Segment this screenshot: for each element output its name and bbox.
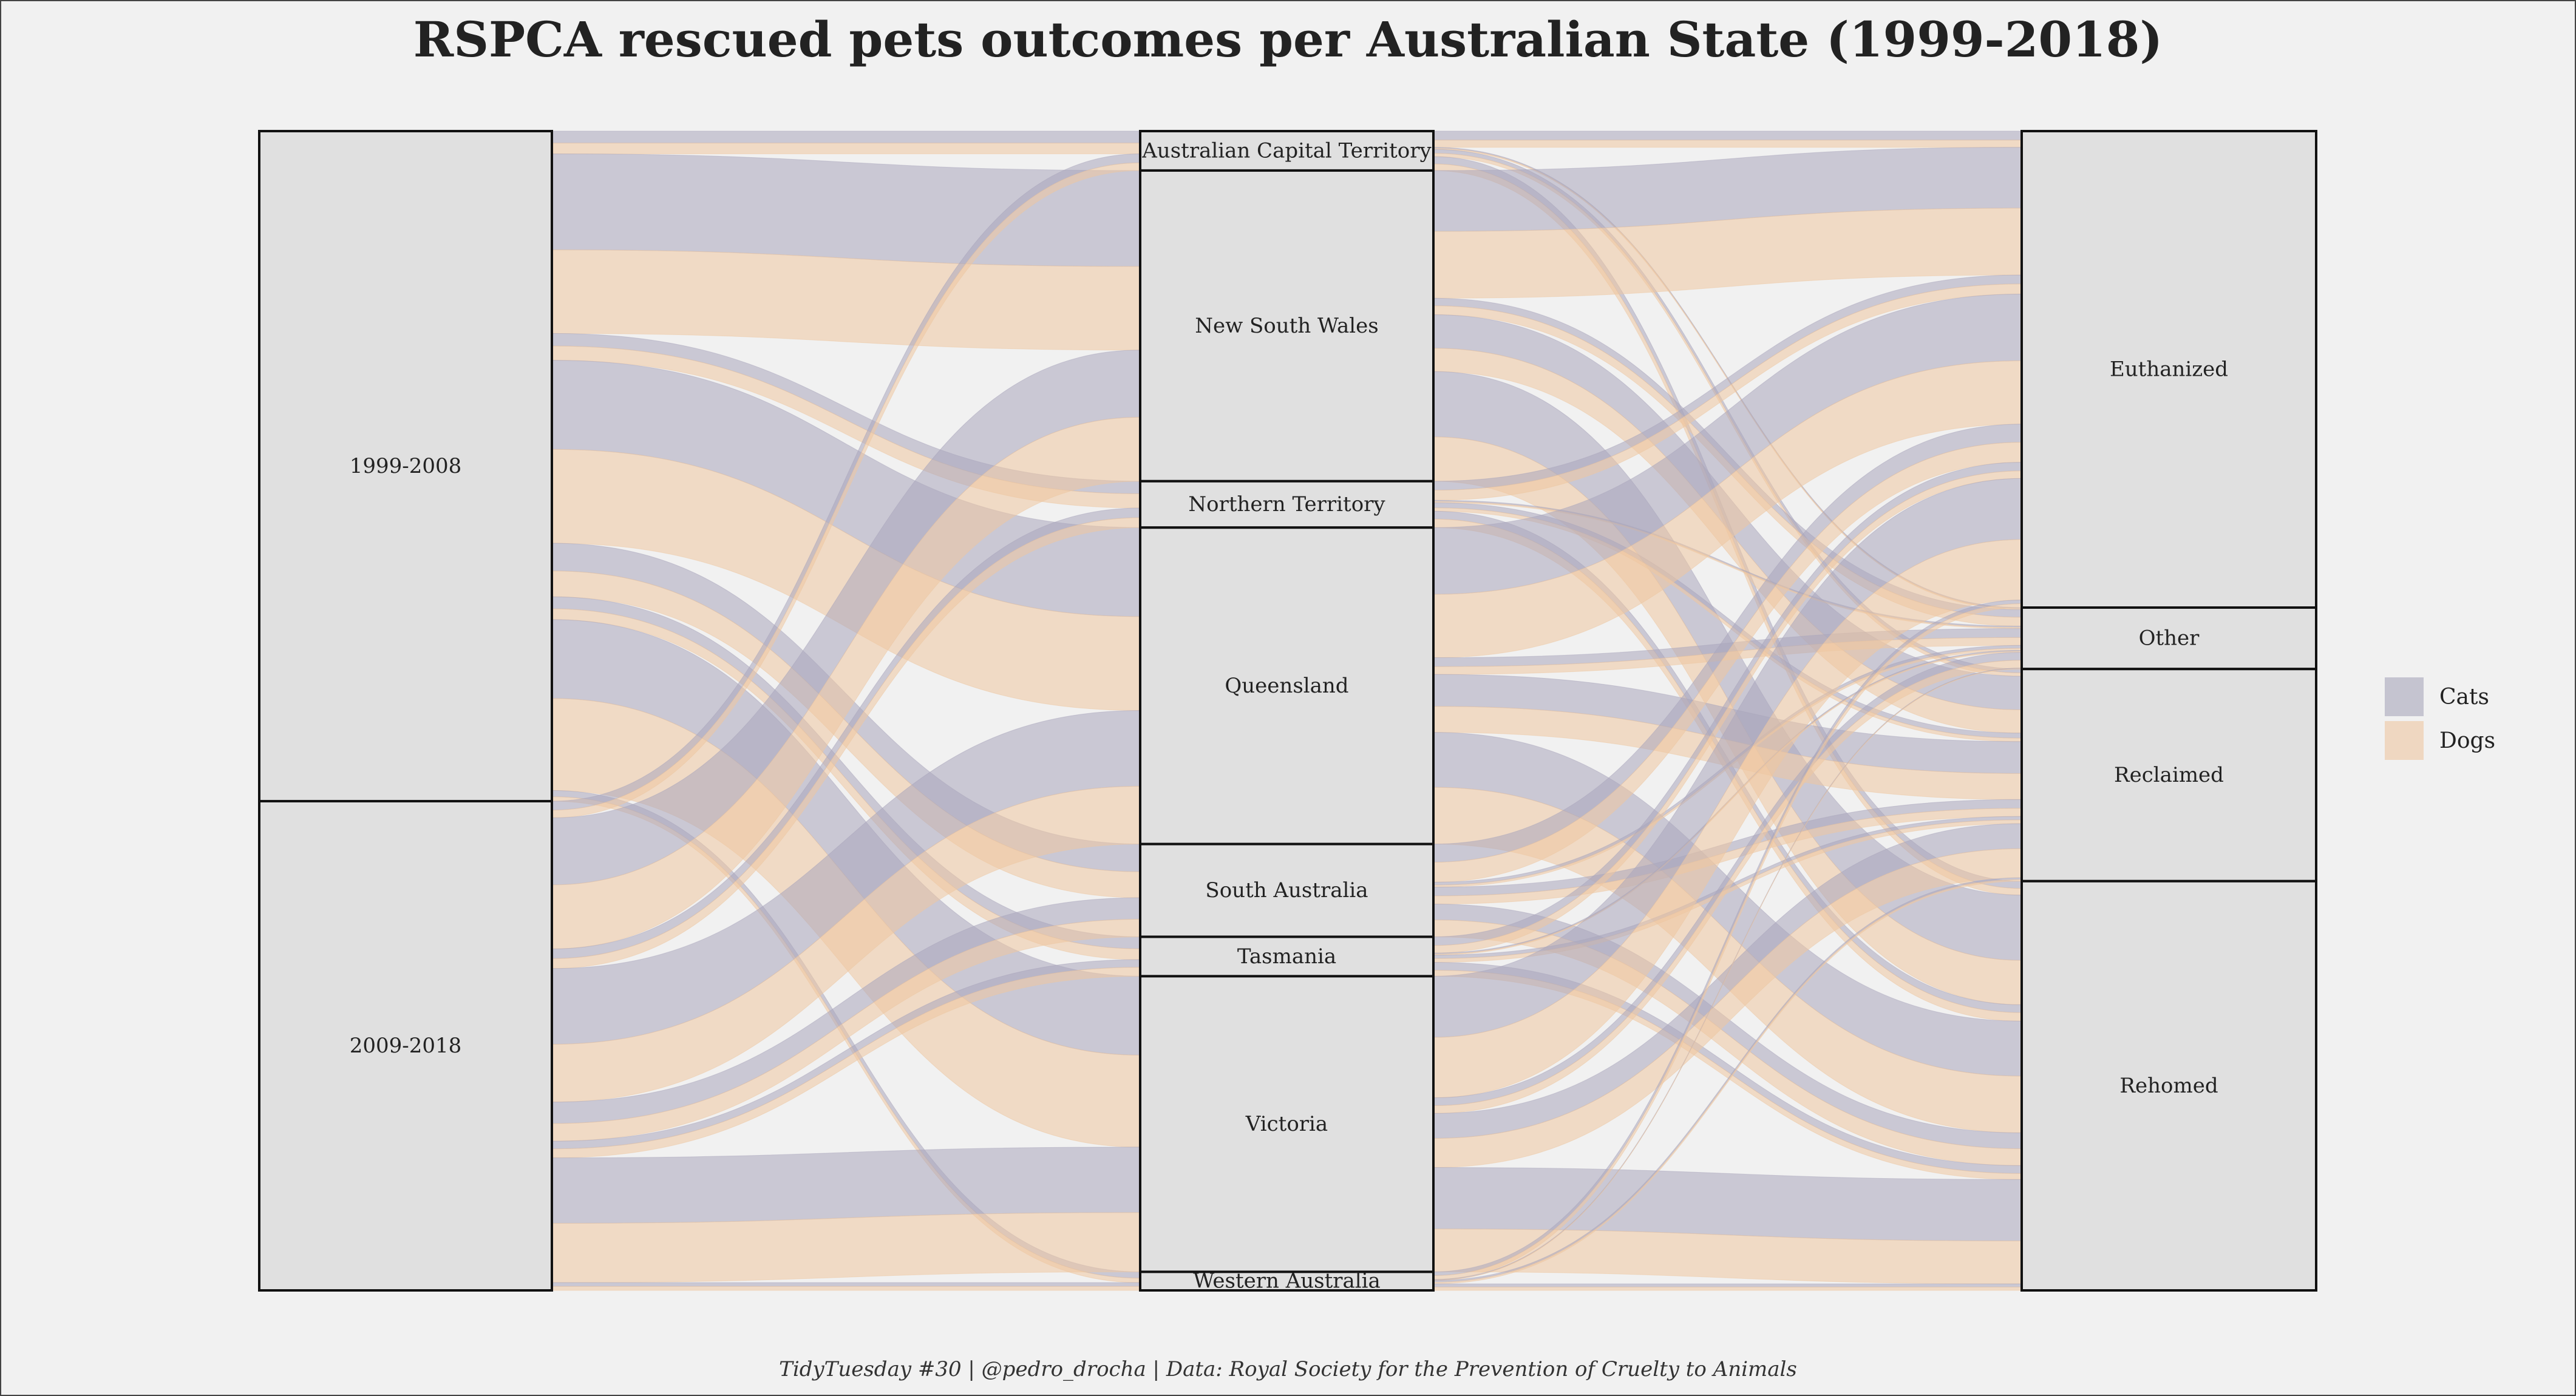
stratum-label-northern-territory: Northern Territory	[1188, 492, 1385, 517]
stratum-victoria	[1139, 975, 1435, 1273]
stratum-label-western-australia: Western Australia	[1193, 1269, 1381, 1293]
flow-cats-1999-2008-to-new-south-wales	[551, 154, 1141, 267]
flow-dogs-1999-2008-to-australian-capital-territory	[551, 143, 1141, 155]
stratum-rehomed	[2020, 879, 2317, 1292]
legend-item-dogs: Dogs	[2385, 719, 2495, 762]
stratum-label-queensland: Queensland	[1225, 674, 1348, 698]
chart-title: RSPCA rescued pets outcomes per Australi…	[413, 11, 2163, 68]
stratum-new-south-wales	[1139, 169, 1435, 483]
stratum-tasmania	[1139, 935, 1435, 978]
stratum-2009-2018	[258, 799, 553, 1292]
stratum-label-rehomed: Rehomed	[2119, 1074, 2218, 1098]
flow-dogs-western-australia-to-rehomed	[1433, 1286, 2022, 1291]
legend-swatch-cats	[2385, 677, 2424, 716]
strata-layer: 1999-2008 2009-2018 Australian Capital Ter…	[258, 130, 2317, 1293]
stratum-queensland	[1139, 526, 1435, 845]
flow-cats-western-australia-to-rehomed	[1433, 1283, 2022, 1287]
stratum-1999-2008	[258, 130, 553, 802]
legend: Cats Dogs	[2385, 675, 2495, 762]
stratum-euthanized	[2020, 130, 2317, 609]
flow-cats-australian-capital-territory-to-euthanized	[1433, 130, 2022, 141]
stratum-western-australia	[1139, 1270, 1435, 1292]
stratum-label-2009-2018: 2009-2018	[350, 1034, 462, 1058]
flow-dogs-australian-capital-territory-to-euthanized	[1433, 140, 2022, 148]
stratum-australian-capital-territory	[1139, 130, 1435, 172]
stratum-label-1999-2008: 1999-2008	[350, 454, 462, 478]
stratum-label-victoria: Victoria	[1245, 1112, 1328, 1136]
stratum-label-australian-capital-territory: Australian Capital Territory	[1141, 138, 1432, 163]
stratum-south-australia	[1139, 842, 1435, 938]
stratum-label-south-australia: South Australia	[1205, 878, 1368, 903]
legend-item-cats: Cats	[2385, 675, 2495, 719]
flow-dogs-2009-2018-to-western-australia	[551, 1286, 1141, 1291]
legend-label-dogs: Dogs	[2439, 728, 2496, 753]
flow-dogs-2009-2018-to-victoria	[551, 1212, 1141, 1283]
stratum-label-tasmania: Tasmania	[1237, 944, 1336, 969]
chart-caption: TidyTuesday #30 | @pedro_drocha | Data: …	[779, 1357, 1797, 1381]
stratum-label-reclaimed: Reclaimed	[2114, 763, 2224, 787]
stratum-other	[2020, 606, 2317, 671]
stratum-label-other: Other	[2139, 626, 2200, 651]
legend-swatch-dogs	[2385, 721, 2424, 760]
stratum-label-new-south-wales: New South Wales	[1195, 314, 1379, 338]
stratum-label-euthanized: Euthanized	[2110, 357, 2228, 382]
flow-cats-2009-2018-to-western-australia	[551, 1282, 1141, 1287]
flow-cats-2009-2018-to-victoria	[551, 1147, 1141, 1224]
legend-label-cats: Cats	[2439, 684, 2489, 710]
flow-cats-1999-2008-to-australian-capital-territory	[551, 130, 1141, 144]
stratum-reclaimed	[2020, 668, 2317, 883]
